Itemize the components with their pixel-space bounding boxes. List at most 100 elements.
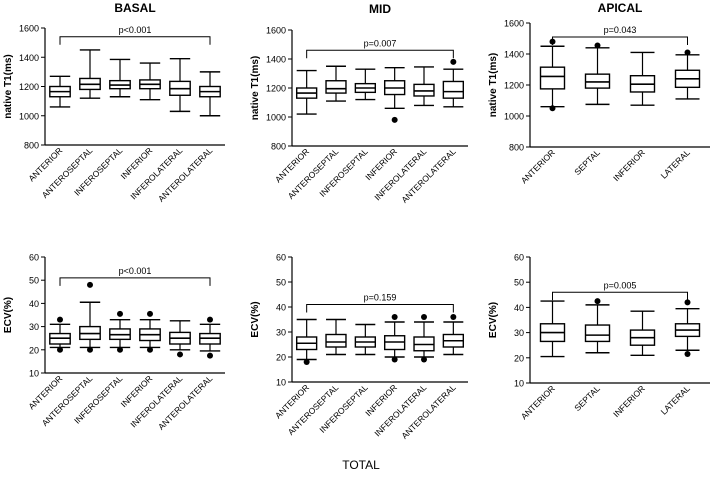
- y-tick-label: 1600: [504, 19, 524, 29]
- p-value-label: p<0.001: [119, 266, 152, 276]
- x-tick-label: LATERAL: [659, 147, 693, 181]
- box-septal: [584, 42, 611, 106]
- x-tick-label: INFERIOR: [611, 383, 647, 419]
- outlier-point: [117, 310, 123, 317]
- box-anterior: [49, 75, 71, 108]
- box-anterolateral: [199, 71, 221, 117]
- x-tick-label: ANTEROLATERAL: [399, 382, 458, 441]
- chart-panel-3: APICAL 800 1000 1200 1400 1600 native T1(ms) AN…: [488, 1, 710, 185]
- y-axis-label: ECV(%): [3, 297, 14, 333]
- y-tick-label: 20: [276, 353, 286, 363]
- box-anterior: [539, 38, 566, 112]
- significance-bracket: p<0.001: [59, 25, 211, 45]
- box-inferoseptal: [354, 68, 377, 101]
- chart-panel-1: BASAL 800 1000 1200 1400 1600 native T1(ms) ANT…: [3, 1, 225, 204]
- y-tick-label: 800: [271, 142, 286, 152]
- y-tick-label: 30: [29, 322, 39, 332]
- box-inferolateral: [413, 314, 435, 363]
- x-tick-label: LATERAL: [659, 383, 693, 417]
- y-tick-label: 50: [514, 278, 524, 288]
- outlier-point: [57, 316, 63, 323]
- chart-title: APICAL: [598, 1, 643, 15]
- y-tick-label: 1400: [266, 55, 286, 65]
- bracket-line: [552, 291, 688, 301]
- y-tick-label: 1600: [266, 26, 286, 36]
- outlier-point: [117, 346, 123, 353]
- p-value-label: p=0.005: [604, 280, 637, 290]
- y-tick-label: 10: [29, 369, 39, 379]
- x-tick-label: ANTERIOR: [519, 147, 557, 185]
- y-tick-label: 1200: [504, 81, 524, 91]
- y-tick-label: 60: [276, 253, 286, 263]
- significance-bracket: p=0.007: [306, 38, 454, 59]
- outlier-point: [549, 105, 556, 112]
- box-inferior: [139, 310, 161, 353]
- significance-bracket: p=0.043: [552, 25, 688, 45]
- chart-panel-4: 102030405060ECV(%)ANTERIORANTEROSEPTALIN…: [3, 253, 225, 432]
- y-tick-label: 20: [514, 353, 524, 363]
- significance-bracket: p<0.001: [59, 266, 211, 286]
- outlier-point: [594, 298, 601, 305]
- outlier-point: [391, 314, 398, 320]
- box-lateral: [674, 299, 701, 358]
- box-inferior: [629, 310, 656, 356]
- x-tick-label: SEPTAL: [572, 147, 602, 177]
- box-anteroseptal: [325, 65, 347, 102]
- box-inferoseptal: [354, 323, 377, 356]
- p-value-label: p=0.159: [364, 293, 397, 303]
- outlier-point: [391, 356, 398, 363]
- y-tick-label: 1400: [504, 50, 524, 60]
- y-tick-label: 20: [29, 345, 39, 355]
- box-inferolateral: [169, 320, 191, 358]
- box-anterolateral: [442, 314, 465, 356]
- y-tick-label: 1400: [19, 53, 39, 63]
- box-anterolateral: [442, 58, 465, 108]
- y-tick-label: 1600: [19, 24, 39, 34]
- x-tick-label: INFEROLATERAL: [372, 382, 428, 438]
- y-tick-label: 30: [514, 328, 524, 338]
- chart-title: MID: [369, 2, 391, 16]
- box-septal: [584, 298, 611, 354]
- p-value-label: p=0.007: [364, 38, 397, 48]
- box-anteroseptal: [79, 49, 101, 99]
- bracket-line: [306, 304, 454, 313]
- y-tick-label: 50: [276, 278, 286, 288]
- box-iqr: [539, 66, 566, 90]
- outlier-point: [594, 42, 601, 49]
- y-tick-label: 50: [29, 276, 39, 286]
- box-iqr: [325, 80, 347, 94]
- box-anterolateral: [199, 316, 221, 359]
- outlier-point: [684, 299, 691, 306]
- box-inferoseptal: [109, 310, 131, 353]
- x-tick-label: ANTEROSEPTAL: [286, 382, 341, 437]
- box-inferior: [383, 66, 406, 123]
- chart-title: BASAL: [114, 1, 155, 15]
- chart-panel-2: MID 800 1000 1200 1400 1600 native T1(ms) ANTER…: [250, 2, 468, 205]
- bracket-line: [59, 277, 211, 286]
- bracket-line: [59, 36, 211, 45]
- box-inferior: [139, 62, 161, 101]
- box-iqr: [584, 324, 611, 343]
- y-tick-label: 1000: [19, 111, 39, 121]
- y-axis-label: native T1(ms): [250, 56, 261, 120]
- box-anterior: [49, 316, 71, 353]
- x-tick-label: INFERIOR: [611, 147, 647, 183]
- outlier-point: [421, 314, 427, 320]
- y-axis-label: native T1(ms): [488, 53, 499, 117]
- outlier-point: [177, 351, 183, 358]
- p-value-label: p=0.043: [604, 25, 637, 35]
- box-anterior: [295, 69, 318, 115]
- outlier-point: [87, 346, 93, 353]
- y-tick-label: 800: [24, 141, 39, 151]
- x-tick-label: INFEROLATERAL: [128, 145, 184, 201]
- outlier-point: [450, 58, 457, 65]
- x-tick-label: INFEROLATERAL: [128, 373, 184, 429]
- x-tick-label: ANTEROLATERAL: [156, 145, 215, 204]
- y-tick-label: 40: [514, 303, 524, 313]
- significance-bracket: p=0.005: [552, 280, 688, 301]
- box-lateral: [674, 49, 701, 100]
- outlier-point: [57, 346, 63, 353]
- y-tick-label: 40: [276, 303, 286, 313]
- box-inferior: [383, 314, 406, 363]
- y-tick-label: 800: [509, 143, 524, 153]
